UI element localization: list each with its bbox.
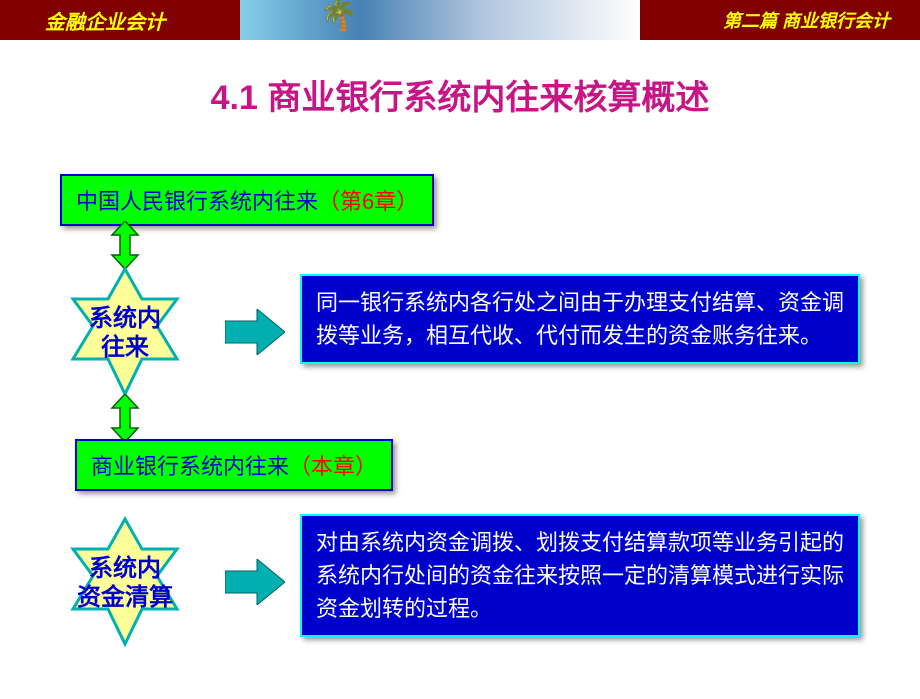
star-node-1: 系统内 往来 bbox=[55, 264, 195, 404]
page-title: 4.1 商业银行系统内往来核算概述 bbox=[0, 70, 920, 119]
arrow-right-2 bbox=[225, 559, 285, 610]
star1-text: 系统内 往来 bbox=[89, 305, 161, 363]
diagram-content: 中国人民银行系统内往来（第6章） 系统内 往来 同一银行系统内各行处之间由于办理… bbox=[0, 119, 920, 699]
gb2-blue: 商业银行系统内往来 bbox=[91, 454, 289, 479]
arrow-right-1 bbox=[225, 309, 285, 360]
blue-box-1: 同一银行系统内各行处之间由于办理支付结算、资金调拨等业务，相互代收、代付而发生的… bbox=[300, 274, 860, 364]
blue-box-2: 对由系统内资金调拨、划拨支付结算款项等业务引起的系统内行处间的资金往来按照一定的… bbox=[300, 514, 860, 637]
star-node-2: 系统内 资金清算 bbox=[55, 514, 195, 654]
gb2-red: （本章） bbox=[289, 454, 377, 479]
star2-text: 系统内 资金清算 bbox=[77, 555, 173, 613]
header-bar: 金融企业会计 🌴 第二篇 商业银行会计 bbox=[0, 0, 920, 40]
header-image: 🌴 bbox=[240, 0, 640, 40]
header-right-title: 第二篇 商业银行会计 bbox=[723, 7, 890, 33]
gb1-blue: 中国人民银行系统内往来 bbox=[76, 189, 318, 214]
gb1-red: （第6章） bbox=[318, 189, 418, 214]
star1-line2: 往来 bbox=[101, 334, 149, 361]
star1-line1: 系统内 bbox=[89, 305, 161, 332]
star2-line1: 系统内 bbox=[89, 555, 161, 582]
green-box-1: 中国人民银行系统内往来（第6章） bbox=[60, 174, 434, 226]
star2-line2: 资金清算 bbox=[77, 584, 173, 611]
palm-icon: 🌴 bbox=[320, 0, 357, 33]
header-left-title: 金融企业会计 bbox=[45, 6, 165, 35]
green-box-2: 商业银行系统内往来（本章） bbox=[75, 439, 393, 491]
